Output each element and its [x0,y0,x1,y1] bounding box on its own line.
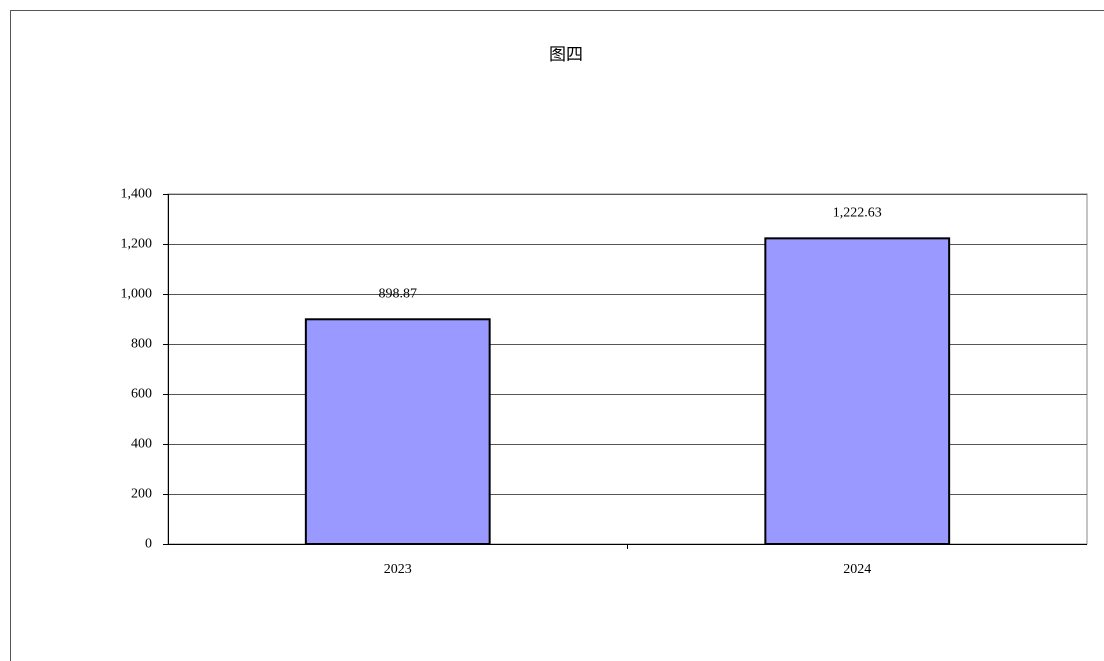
y-tick-label: 400 [131,437,152,452]
y-tick-label: 0 [145,537,152,552]
y-tick-label: 1,000 [121,287,153,302]
y-tick-label: 200 [131,487,152,502]
y-tick-label: 800 [131,337,152,352]
x-tick-label: 2023 [384,562,412,577]
bar [764,237,951,545]
y-tick-label: 600 [131,387,152,402]
data-label: 898.87 [379,287,418,302]
chart-title: 图四 [549,45,583,64]
x-tick-label: 2024 [843,562,871,577]
y-tick-label: 1,400 [121,187,153,202]
y-tick-label: 1,200 [121,237,153,252]
bar [304,318,491,545]
data-label: 1,222.63 [833,206,882,221]
